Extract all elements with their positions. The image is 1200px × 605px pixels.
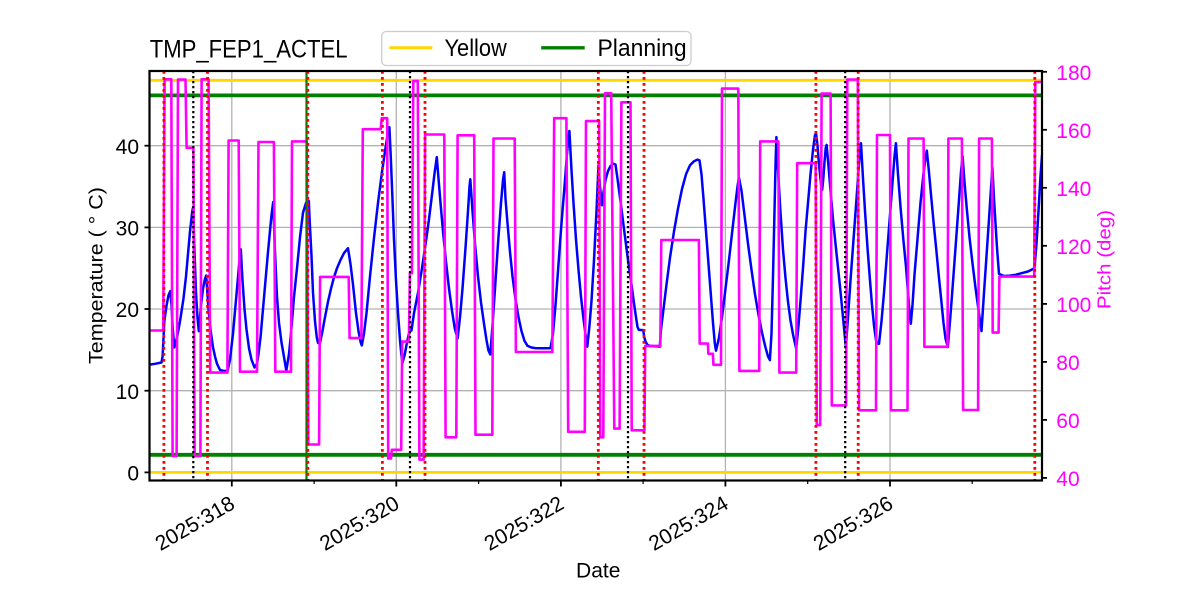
svg-text:140: 140 bbox=[1056, 178, 1091, 201]
svg-text:TMP_FEP1_ACTEL: TMP_FEP1_ACTEL bbox=[150, 36, 348, 64]
svg-text:40: 40 bbox=[116, 136, 139, 159]
svg-text:80: 80 bbox=[1056, 352, 1079, 375]
svg-text:160: 160 bbox=[1056, 120, 1091, 143]
svg-text:Pitch (deg): Pitch (deg) bbox=[1094, 210, 1115, 309]
svg-text:100: 100 bbox=[1056, 294, 1091, 317]
svg-text:30: 30 bbox=[116, 218, 139, 241]
svg-text:Temperature ( ° C): Temperature ( ° C) bbox=[85, 187, 107, 364]
svg-text:Yellow: Yellow bbox=[445, 34, 508, 61]
svg-text:60: 60 bbox=[1056, 410, 1079, 433]
svg-text:Planning: Planning bbox=[598, 35, 687, 62]
svg-text:10: 10 bbox=[116, 381, 139, 404]
svg-text:40: 40 bbox=[1056, 468, 1079, 491]
svg-text:120: 120 bbox=[1056, 236, 1091, 259]
svg-text:180: 180 bbox=[1056, 62, 1091, 85]
svg-text:Date: Date bbox=[576, 559, 620, 582]
svg-text:0: 0 bbox=[127, 463, 139, 486]
svg-text:20: 20 bbox=[116, 299, 139, 322]
